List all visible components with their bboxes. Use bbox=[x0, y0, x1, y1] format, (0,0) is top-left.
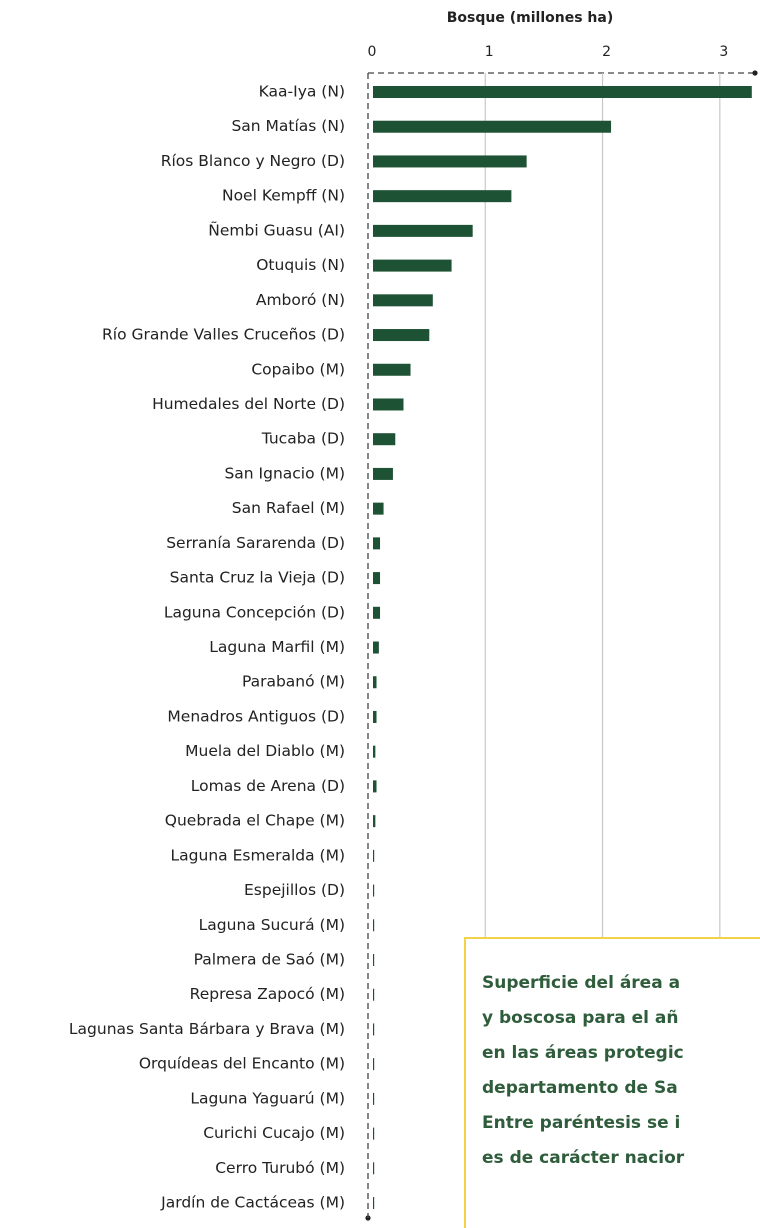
x-tick-label: 0 bbox=[368, 44, 377, 60]
bar bbox=[373, 606, 381, 619]
bar bbox=[373, 259, 452, 272]
bar bbox=[373, 884, 375, 897]
bar bbox=[373, 433, 396, 446]
y-tick-label: Laguna Esmeralda (M) bbox=[171, 846, 345, 864]
bar bbox=[373, 676, 377, 689]
y-tick-label: Curichi Cucajo (M) bbox=[203, 1124, 345, 1142]
y-tick-label: San Matías (N) bbox=[231, 117, 345, 135]
y-tick-label: Noel Kempff (N) bbox=[222, 187, 345, 205]
y-tick-label: Santa Cruz la Vieja (D) bbox=[170, 569, 345, 587]
y-tick-label: Ríos Blanco y Negro (D) bbox=[161, 152, 345, 170]
x-tick-label: 2 bbox=[602, 44, 611, 60]
y-tick-label: Amboró (N) bbox=[256, 291, 345, 309]
bar bbox=[373, 1092, 375, 1105]
bar bbox=[373, 1197, 375, 1210]
bar bbox=[373, 988, 375, 1001]
y-tick-label: Ñembi Guasu (AI) bbox=[208, 220, 345, 239]
annotation-text: Entre paréntesis se i bbox=[482, 1113, 680, 1133]
y-tick-label: Río Grande Valles Cruceños (D) bbox=[102, 326, 345, 344]
bar bbox=[373, 745, 376, 758]
y-tick-label: Menadros Antiguos (D) bbox=[167, 707, 345, 725]
y-tick-label: Copaibo (M) bbox=[251, 360, 345, 378]
y-tick-label: San Rafael (M) bbox=[232, 499, 345, 517]
y-tick-label: Orquídeas del Encanto (M) bbox=[139, 1055, 345, 1073]
y-tick-label: Tucaba (D) bbox=[261, 430, 345, 448]
bar bbox=[373, 224, 473, 237]
bar bbox=[373, 329, 430, 342]
y-tick-label: Laguna Concepción (D) bbox=[164, 603, 345, 621]
bar bbox=[373, 849, 375, 862]
y-tick-label: Cerro Turubó (M) bbox=[215, 1159, 345, 1177]
annotation-text: Superficie del área a bbox=[482, 973, 680, 993]
annotation-box bbox=[464, 937, 760, 1228]
annotation-text: es de carácter nacior bbox=[482, 1148, 685, 1168]
y-tick-label: Lagunas Santa Bárbara y Brava (M) bbox=[69, 1020, 345, 1038]
y-tick-label: Laguna Sucurá (M) bbox=[199, 916, 345, 934]
bar bbox=[373, 572, 381, 585]
y-tick-label: Parabanó (M) bbox=[242, 673, 345, 691]
bar bbox=[373, 398, 404, 411]
bar bbox=[373, 641, 379, 654]
frame-dot bbox=[752, 70, 758, 76]
bar bbox=[373, 190, 512, 203]
bar bbox=[373, 1162, 375, 1175]
bar bbox=[373, 502, 384, 515]
annotation-text: departamento de Sa bbox=[482, 1078, 678, 1098]
y-tick-label: Kaa-Iya (N) bbox=[259, 83, 345, 101]
bar bbox=[373, 1127, 375, 1140]
axis-title: Bosque (millones ha) bbox=[447, 10, 613, 26]
annotation-text: en las áreas protegic bbox=[482, 1043, 684, 1063]
y-tick-label: Lomas de Arena (D) bbox=[191, 777, 345, 795]
y-tick-label: Espejillos (D) bbox=[244, 881, 345, 899]
y-tick-label: Quebrada el Chape (M) bbox=[165, 812, 345, 830]
y-tick-label: Otuquis (N) bbox=[256, 256, 345, 274]
bar bbox=[373, 1023, 375, 1036]
x-tick-label: 1 bbox=[485, 44, 494, 60]
bar bbox=[373, 919, 375, 932]
bar bbox=[373, 155, 527, 168]
x-tick-label: 3 bbox=[719, 44, 728, 60]
bar bbox=[373, 954, 375, 966]
y-tick-label: Humedales del Norte (D) bbox=[152, 395, 345, 413]
y-tick-label: Laguna Marfil (M) bbox=[209, 638, 345, 656]
annotation-text: y boscosa para el añ bbox=[482, 1008, 679, 1028]
y-tick-label: San Ignacio (M) bbox=[224, 464, 345, 482]
y-tick-label: Laguna Yaguarú (M) bbox=[190, 1089, 345, 1107]
bar bbox=[373, 363, 411, 376]
bar bbox=[373, 467, 393, 480]
y-tick-label: Muela del Diablo (M) bbox=[185, 742, 345, 760]
y-tick-label: Serranía Sararenda (D) bbox=[166, 534, 345, 552]
y-tick-label: Represa Zapocó (M) bbox=[190, 985, 345, 1003]
bar bbox=[373, 537, 381, 550]
bar bbox=[373, 780, 377, 793]
bar bbox=[373, 120, 612, 133]
bar bbox=[373, 294, 433, 307]
bar bbox=[373, 710, 377, 723]
bar bbox=[373, 815, 376, 828]
bar bbox=[373, 1058, 375, 1071]
y-tick-label: Palmera de Saó (M) bbox=[194, 951, 345, 969]
y-tick-label: Jardín de Cactáceas (M) bbox=[160, 1194, 345, 1212]
bar bbox=[373, 86, 752, 98]
